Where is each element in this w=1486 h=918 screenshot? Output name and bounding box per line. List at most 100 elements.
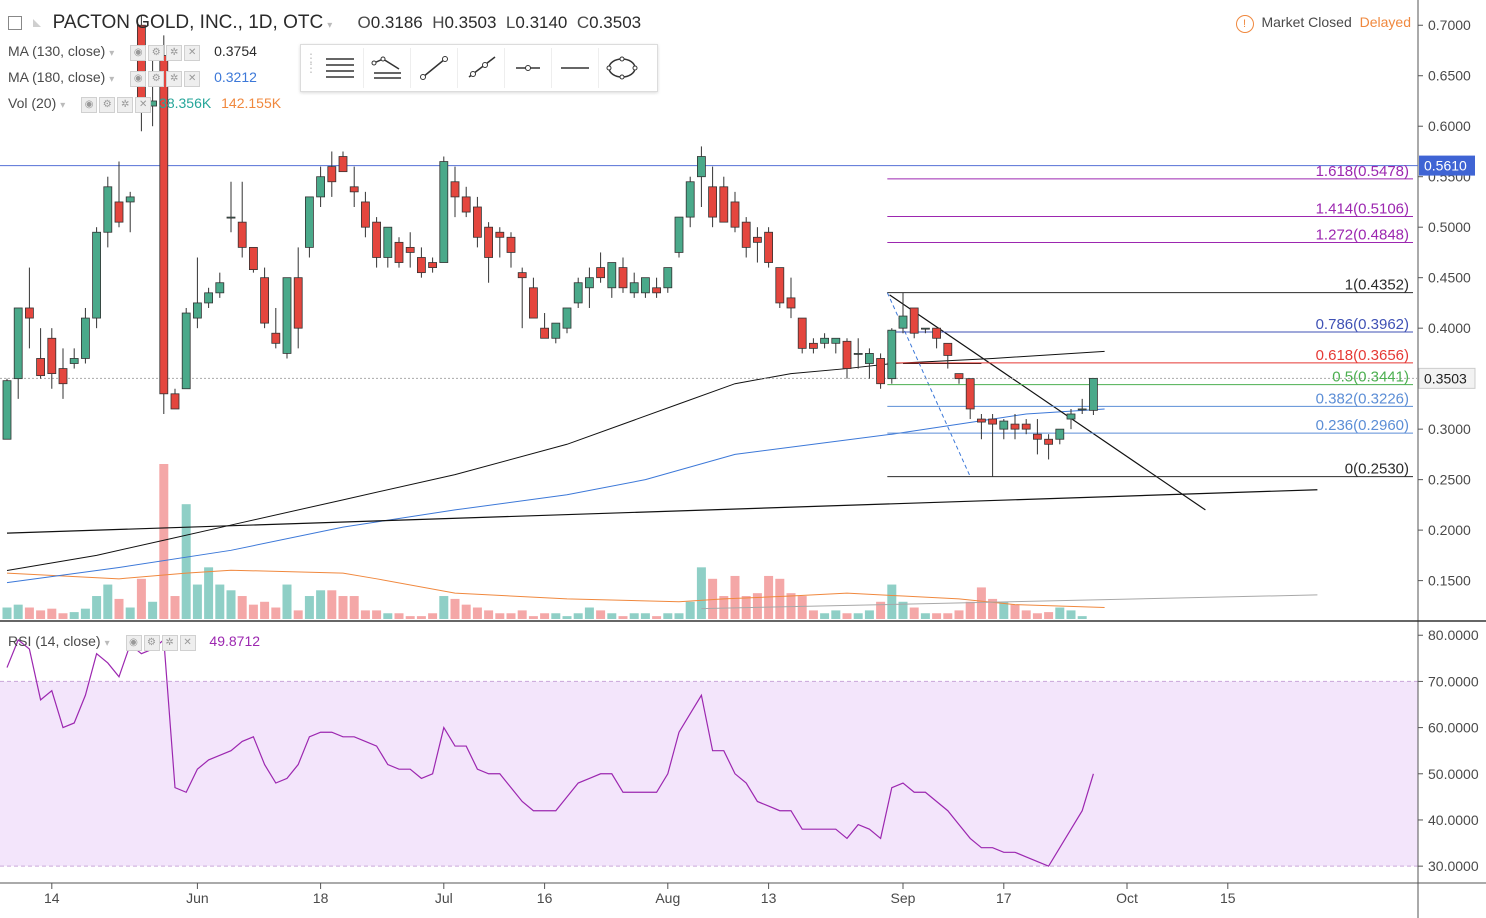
candle-body (394, 241, 404, 263)
ma130-label[interactable]: MA (130, close) (8, 43, 106, 59)
candle-body (674, 216, 684, 253)
candle-body (954, 373, 964, 380)
eye-icon[interactable]: ◉ (81, 96, 98, 113)
volume-bar (797, 596, 807, 619)
volume-bar (730, 575, 740, 619)
volume-bar (562, 616, 572, 619)
rsi-label[interactable]: RSI (14, close) (8, 633, 101, 649)
ma180-dropdown-icon[interactable]: ▾ (109, 74, 115, 85)
open-value: 0.3186 (370, 13, 423, 32)
volume-bar (932, 613, 942, 619)
candle (439, 156, 449, 263)
gear-icon[interactable]: ✲ (166, 70, 183, 87)
candle-body (1066, 413, 1076, 420)
volume-bar (1066, 610, 1076, 619)
candle-body (820, 337, 829, 344)
volume-bar (450, 598, 460, 619)
candle (540, 313, 549, 339)
volume-bar (775, 578, 785, 619)
candle (562, 307, 572, 334)
gear-icon[interactable]: ✲ (117, 96, 134, 113)
candle-body (999, 420, 1009, 430)
candle-body (909, 307, 919, 334)
ray-icon[interactable] (458, 48, 505, 88)
candle (394, 237, 404, 268)
candle (809, 338, 818, 354)
symbol-title[interactable]: PACTON GOLD, INC., 1D, OTC (52, 12, 324, 33)
candle (697, 146, 706, 207)
candle-body (192, 302, 202, 319)
symbol-dropdown-icon[interactable]: ▾ (327, 20, 333, 31)
candle-body (237, 221, 247, 248)
ma130-legend: MA (130, close) ▾ ◉ ⚙ ✲ ✕ 0.3754 (8, 43, 257, 61)
horizontal-segment-icon[interactable] (505, 48, 552, 88)
eye-icon[interactable]: ◉ (130, 70, 147, 87)
candle (24, 267, 34, 349)
volume-bar (405, 616, 415, 619)
downtrend-line (889, 294, 1206, 511)
volume-bar (965, 601, 975, 619)
settings-icon[interactable]: ⚙ (148, 70, 165, 87)
eye-icon[interactable]: ◉ (130, 44, 147, 61)
volume-bar (215, 584, 225, 619)
close-icon[interactable]: ✕ (179, 634, 196, 651)
candle-body (170, 393, 180, 410)
candle (876, 353, 885, 389)
candle-body (573, 282, 583, 304)
ma180-label[interactable]: MA (180, close) (8, 69, 106, 85)
fib-extension-icon[interactable] (364, 48, 411, 88)
close-icon[interactable]: ✕ (184, 44, 201, 61)
candle-body (103, 186, 113, 233)
trend-line-icon[interactable] (411, 48, 458, 88)
volume-bar (517, 610, 527, 619)
volume-bar (820, 613, 830, 619)
volume-bar (170, 596, 180, 619)
candle-body (719, 186, 729, 223)
volume-dropdown-icon[interactable]: ▾ (60, 100, 66, 111)
candle (237, 181, 247, 258)
candle (383, 226, 393, 268)
gear-icon[interactable]: ✲ (166, 44, 183, 61)
volume-bar (461, 604, 471, 619)
candle-body (506, 236, 516, 253)
candle (349, 166, 359, 207)
collapse-icon[interactable] (8, 15, 22, 30)
candle (416, 247, 426, 278)
eye-icon[interactable]: ◉ (125, 634, 142, 651)
volume-bar (887, 584, 897, 619)
candle-body (786, 297, 796, 309)
warning-icon[interactable]: ! (1235, 15, 1254, 33)
rsi-dropdown-icon[interactable]: ▾ (104, 638, 110, 649)
close-icon[interactable]: ✕ (184, 70, 201, 87)
candle (988, 414, 997, 477)
ma130-dropdown-icon[interactable]: ▾ (109, 48, 115, 59)
candle (372, 217, 382, 268)
rsi-tick-label: 80.0000 (1428, 627, 1479, 643)
settings-icon[interactable]: ⚙ (148, 44, 165, 61)
settings-icon[interactable]: ⚙ (99, 96, 116, 113)
rsi-value: 49.8712 (209, 633, 261, 649)
volume-trend-line (701, 594, 1318, 610)
ellipse-icon[interactable] (599, 48, 645, 88)
fib-retracement-icon[interactable] (317, 48, 364, 88)
candle-body (81, 317, 90, 359)
volume-bar (181, 504, 191, 619)
candle (708, 166, 717, 228)
candle (293, 247, 303, 349)
candle (204, 287, 214, 308)
volume-bar (685, 601, 695, 619)
volume-label[interactable]: Vol (20) (8, 95, 57, 111)
gear-icon[interactable]: ✲ (161, 634, 178, 651)
candle-body (293, 277, 303, 329)
settings-icon[interactable]: ⚙ (143, 634, 160, 651)
close-icon[interactable]: ✕ (135, 96, 152, 113)
rsi-tick-label: 30.0000 (1428, 858, 1479, 874)
drag-handle-icon[interactable]: ⋮ ⋮ (305, 51, 317, 75)
rsi-legend: RSI (14, close) ▾ ◉ ⚙ ✲ ✕ 49.8712 (8, 633, 260, 651)
candle-body (1044, 438, 1053, 445)
horizontal-line-icon[interactable] (552, 48, 599, 88)
candle-body (36, 358, 45, 377)
volume-bar (943, 613, 953, 619)
candle (932, 327, 941, 349)
